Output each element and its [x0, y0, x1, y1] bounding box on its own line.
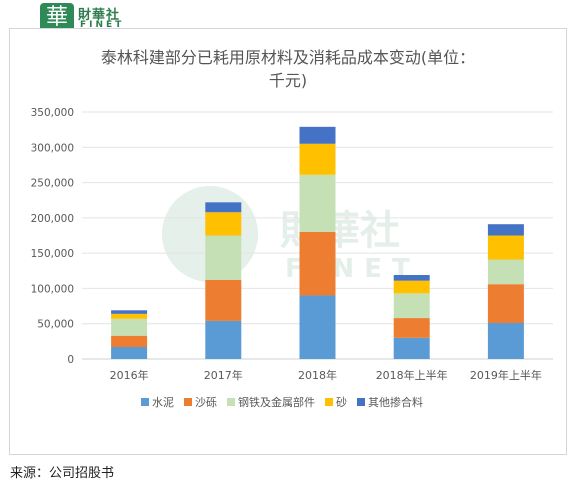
x-tick-label: 2017年 [204, 368, 243, 382]
bar-segment [205, 320, 242, 359]
y-tick-label: 200,000 [31, 213, 74, 225]
bar-segment [487, 259, 524, 285]
bar-segment [299, 231, 336, 296]
legend-label: 钢铁及金属部件 [238, 395, 315, 409]
x-tick-label: 2018年上半年 [376, 368, 448, 382]
bar-segment [205, 279, 242, 321]
y-tick-label: 100,000 [31, 283, 74, 295]
bar-segment [487, 284, 524, 324]
y-tick-label: 350,000 [31, 107, 74, 119]
bar-segment [393, 318, 430, 338]
legend-swatch [325, 398, 333, 406]
x-axis-ticks: 2016年 2017年 2018年 2018年上半年 2019年上半年 [110, 368, 542, 382]
bar-segment [111, 335, 148, 348]
header-logo: 華 財華社 FINET [0, 0, 577, 40]
chart-frame: 財華社 FINET 泰林科建部分已耗用原材料及消耗品成本变动(单位： 千元) 0… [9, 28, 567, 455]
y-tick-label: 250,000 [31, 178, 74, 190]
bar-segment [299, 143, 336, 175]
bar-segment [111, 313, 148, 319]
bar-segment [299, 295, 336, 359]
x-tick-label: 2019年上半年 [470, 368, 542, 382]
chart-title-line2: 千元) [269, 71, 307, 90]
bar-segment [393, 280, 430, 294]
bar-segment [205, 202, 242, 213]
legend-swatch [227, 398, 235, 406]
x-tick-label: 2016年 [110, 368, 149, 382]
bar-segment [205, 235, 242, 280]
y-tick-label: 150,000 [31, 248, 74, 260]
legend-swatch [357, 398, 365, 406]
bar-segment [393, 337, 430, 359]
legend-swatch [141, 398, 149, 406]
legend-label: 沙砾 [195, 396, 217, 409]
watermark: 財華社 FINET [162, 186, 410, 284]
y-tick-label: 300,000 [31, 142, 74, 154]
y-axis-ticks: 0 50,000 100,000 150,000 200,000 250,000 300,0… [31, 107, 74, 366]
bar-segment [111, 310, 148, 314]
legend-swatch [184, 398, 192, 406]
stacked-bar-chart: 財華社 FINET 泰林科建部分已耗用原材料及消耗品成本变动(单位： 千元) 0… [31, 48, 553, 409]
logo-name-cn: 財華社 [78, 8, 121, 23]
logo-name-en: FINET [80, 20, 125, 30]
source-caption: 来源：公司招股书 [10, 466, 115, 481]
legend-label: 其他掺合料 [368, 395, 423, 409]
bars [111, 126, 524, 359]
bar-segment [111, 318, 148, 336]
bar-segment [487, 224, 524, 236]
bar-segment [487, 323, 524, 359]
legend: 水泥 沙砾 钢铁及金属部件 砂 其他掺合料 [141, 395, 423, 409]
bar-segment [393, 275, 430, 281]
chart-title-line1: 泰林科建部分已耗用原材料及消耗品成本变动(单位： [101, 48, 475, 67]
bar-segment [205, 212, 242, 236]
x-tick-label: 2018年 [298, 368, 337, 382]
bar-segment [393, 293, 430, 319]
bar-segment [299, 174, 336, 232]
watermark-name-cn: 財華社 [280, 208, 400, 254]
y-tick-label: 0 [67, 354, 74, 366]
legend-label: 砂 [336, 396, 347, 409]
y-tick-label: 50,000 [37, 319, 74, 331]
legend-label: 水泥 [152, 396, 174, 409]
bar-segment [487, 235, 524, 260]
bar-segment [111, 347, 148, 359]
bar-segment [299, 126, 336, 144]
